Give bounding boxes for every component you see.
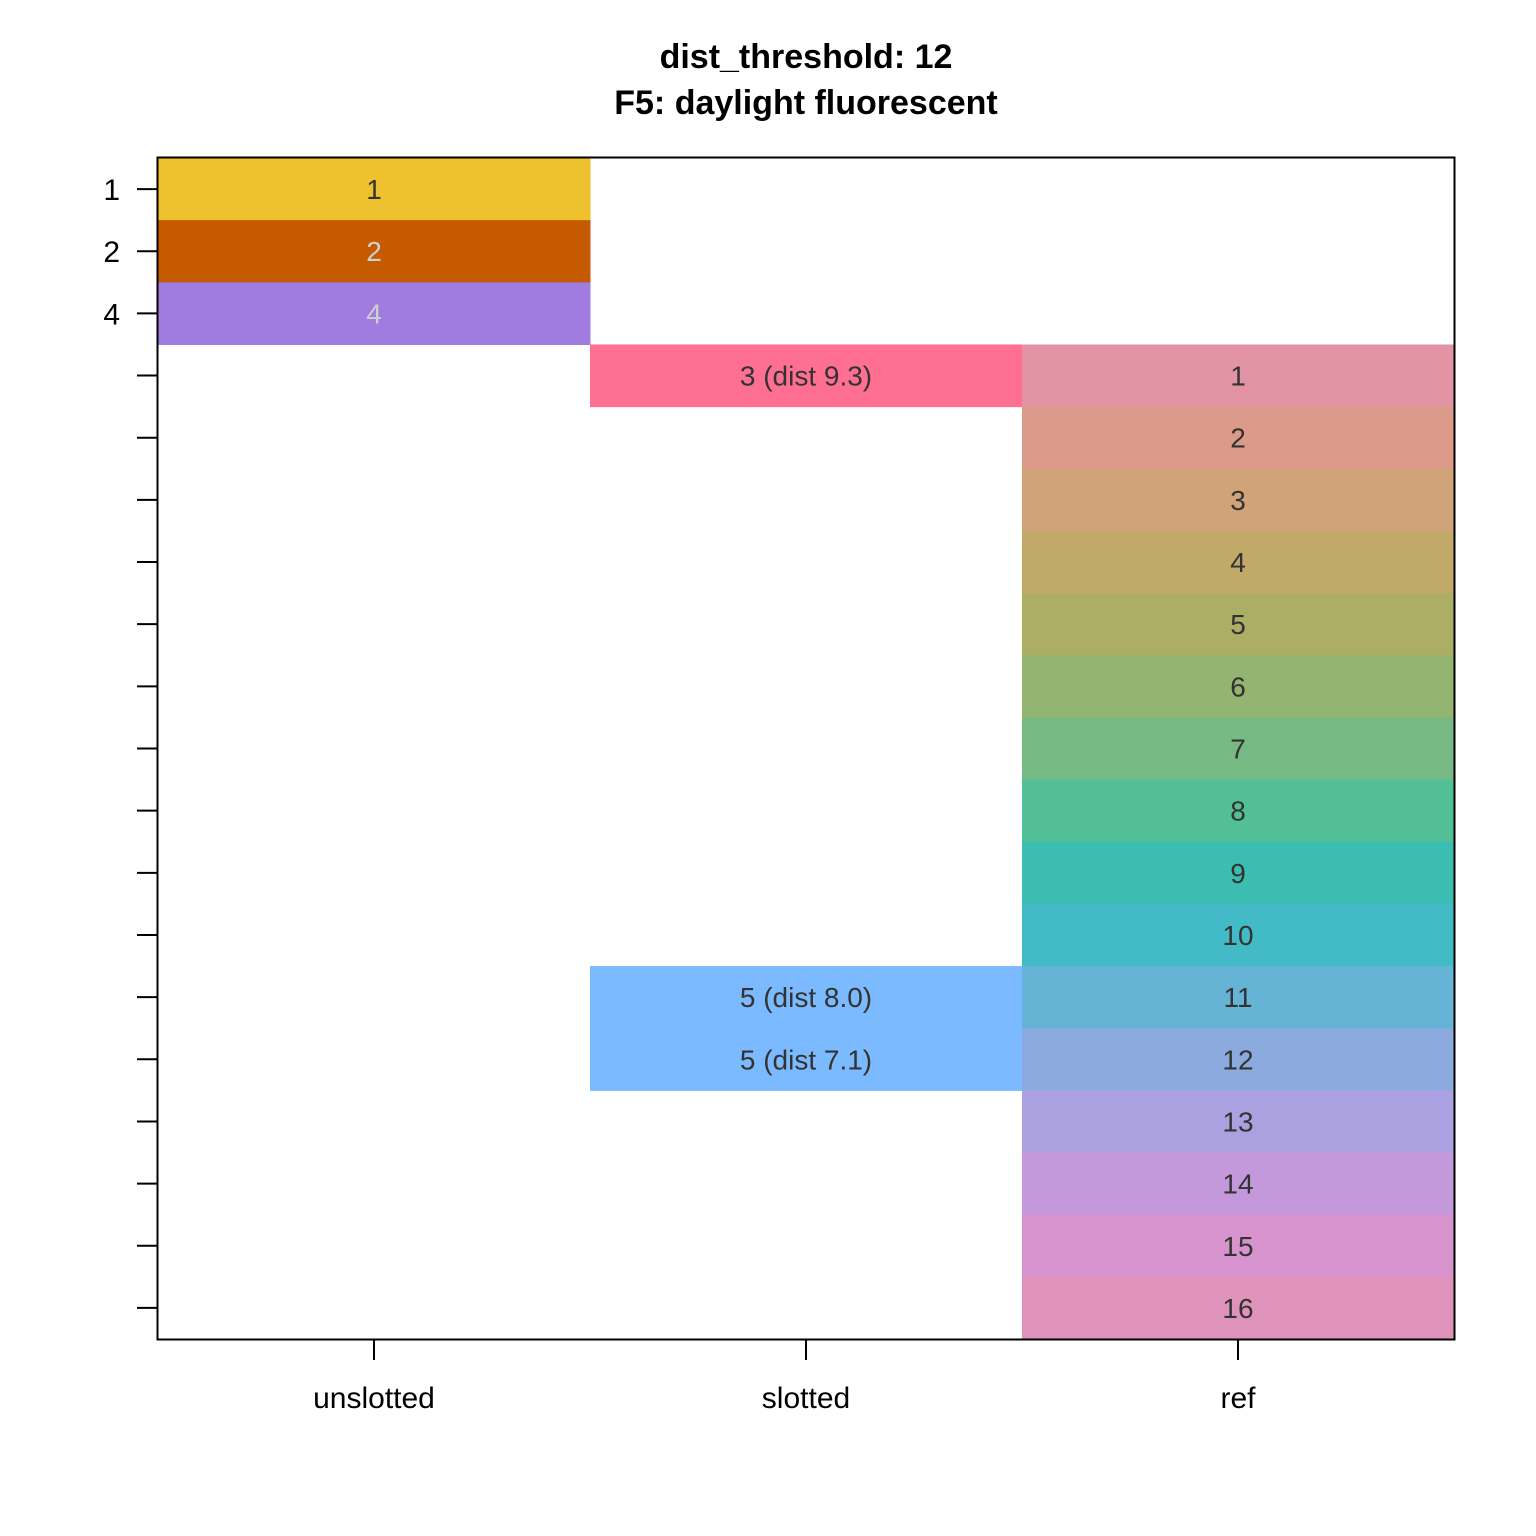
cell-label: 7 [1230,734,1246,765]
cell-label: 4 [366,298,382,329]
heatmap-cell [1022,1214,1455,1278]
cell-label: 5 (dist 8.0) [740,982,872,1013]
heatmap-cell [1022,717,1455,781]
x-tick-label: unslotted [313,1382,435,1415]
cell-label: 10 [1222,920,1253,951]
chart-subtitle: F5: daylight fluorescent [614,84,998,122]
cell-label: 12 [1222,1044,1253,1075]
cell-label: 3 [1230,485,1246,516]
cell-label: 5 (dist 7.1) [740,1044,872,1075]
heatmap-cell [158,158,591,221]
heatmap-cell [590,1028,1023,1091]
heatmap-cell [158,220,591,283]
heatmap-cell [1022,468,1455,532]
heatmap-cell [590,966,1023,1029]
heatmap-cell [1022,779,1455,843]
y-tick-label: 2 [103,236,120,269]
cell-label: 16 [1222,1293,1253,1324]
cell-label: 3 (dist 9.3) [740,361,872,392]
heatmap-cell [158,282,591,345]
heatmap-cell [1022,344,1455,408]
heatmap-cell [1022,593,1455,656]
heatmap-cell [1022,530,1455,594]
cell-label: 8 [1230,796,1246,827]
cell-label: 2 [366,236,382,267]
heatmap-cell [1022,655,1455,718]
heatmap-cell [1022,841,1455,905]
cell-label: 2 [1230,423,1246,454]
cell-label: 13 [1222,1106,1253,1137]
cell-label: 14 [1222,1169,1253,1200]
x-tick-label: slotted [762,1382,850,1415]
x-tick-label: ref [1220,1382,1256,1415]
cell-label: 9 [1230,858,1246,889]
plot-frame [156,156,1456,1341]
cell-label: 15 [1222,1231,1253,1262]
chart-title: dist_threshold: 12 [660,38,953,76]
cell-label: 1 [1230,361,1246,392]
heatmap-cell [1022,1152,1455,1216]
y-tick-label: 4 [103,298,120,331]
heatmap-cell [1022,406,1455,470]
heatmap-cell [1022,966,1455,1029]
cell-label: 5 [1230,609,1246,640]
heatmap-cell [1022,1276,1455,1340]
heatmap-cell [1022,1090,1455,1154]
cell-label: 1 [366,174,382,205]
heatmap-cell [590,344,1023,408]
y-tick-label: 1 [103,174,120,207]
heatmap-cell [1022,903,1455,967]
cell-label: 11 [1223,982,1252,1013]
cell-label: 4 [1230,547,1246,578]
heatmap-cell [1022,1028,1455,1091]
cell-label: 6 [1230,671,1246,702]
